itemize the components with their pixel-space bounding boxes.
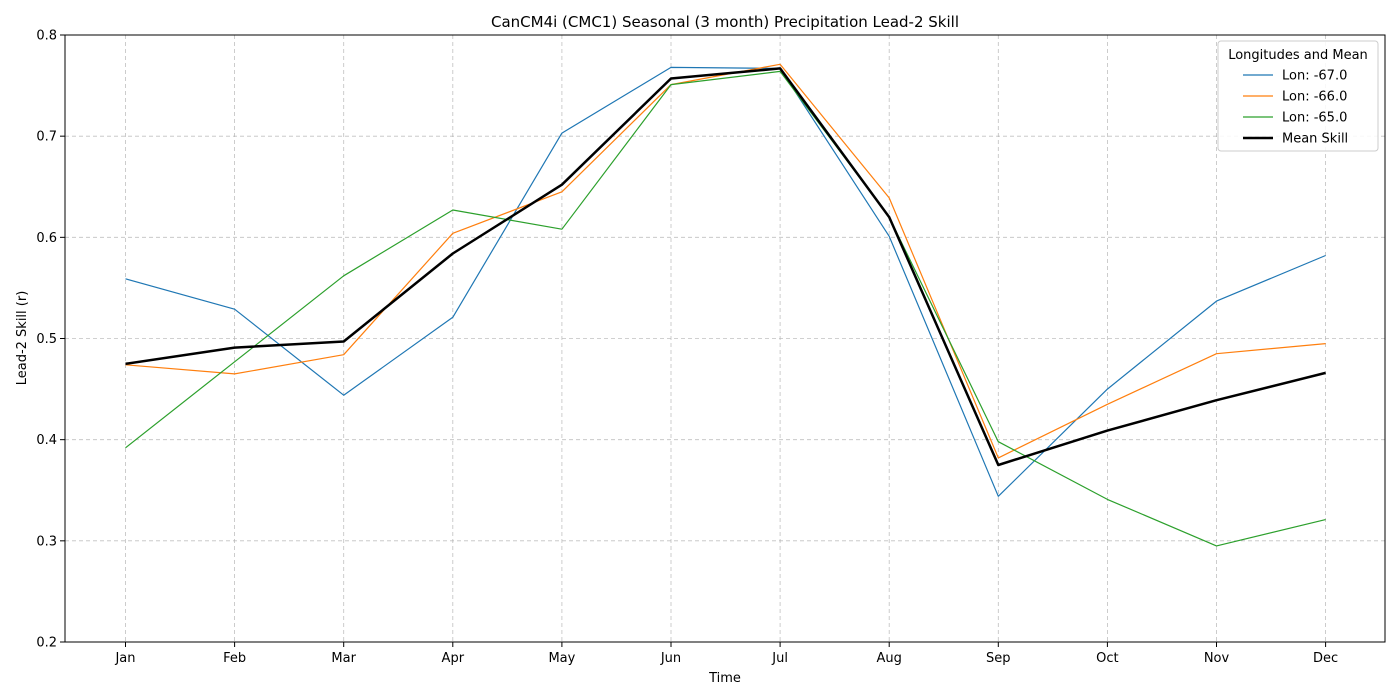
series-line-1 [125, 66, 1326, 497]
legend-label: Lon: -65.0 [1282, 111, 1347, 126]
x-tick-label: Nov [1204, 651, 1230, 666]
series-line-2 [125, 63, 1326, 459]
x-tick-label: Dec [1313, 651, 1338, 666]
x-tick-label: Aug [877, 651, 902, 666]
y-tick-label: 0.6 [36, 231, 57, 246]
y-axis-title: Lead-2 Skill (r) [15, 291, 30, 386]
series-lines [125, 63, 1326, 547]
x-tick-label: Oct [1096, 651, 1118, 666]
y-tick-label: 0.4 [36, 433, 57, 448]
x-axis: Jan Feb Mar Apr May Jun Jul Aug Sep Oct Nov Dec [114, 642, 1338, 666]
x-tick-label: Apr [442, 651, 465, 666]
y-tick-label: 0.3 [36, 534, 57, 549]
legend: Longitudes and Mean Lon: -67.0 Lon: -66.0… [1217, 40, 1379, 152]
x-axis-title: Time [708, 671, 741, 686]
x-tick-label: Feb [223, 651, 246, 666]
x-tick-label: May [548, 651, 575, 666]
x-tick-label: Jan [114, 651, 135, 666]
x-tick-label: Mar [331, 651, 356, 666]
series-line-4 [125, 67, 1326, 467]
legend-label: Lon: -66.0 [1282, 90, 1347, 105]
y-tick-label: 0.2 [36, 636, 57, 651]
y-axis: 0.2 0.3 0.4 0.5 0.6 0.7 0.8 [36, 29, 65, 651]
legend-title: Longitudes and Mean [1228, 48, 1368, 63]
y-tick-label: 0.8 [36, 29, 57, 44]
legend-label: Lon: -67.0 [1282, 69, 1347, 84]
grid-lines [65, 35, 1385, 642]
legend-box [1217, 40, 1379, 152]
x-tick-label: Jun [660, 651, 681, 666]
y-tick-label: 0.5 [36, 332, 57, 347]
series-line-3 [125, 70, 1326, 547]
x-tick-label: Sep [986, 651, 1011, 666]
legend-label: Mean Skill [1282, 132, 1348, 147]
y-tick-label: 0.7 [36, 130, 57, 145]
x-tick-label: Jul [771, 651, 788, 666]
chart-title: CanCM4i (CMC1) Seasonal (3 month) Precip… [491, 13, 959, 31]
